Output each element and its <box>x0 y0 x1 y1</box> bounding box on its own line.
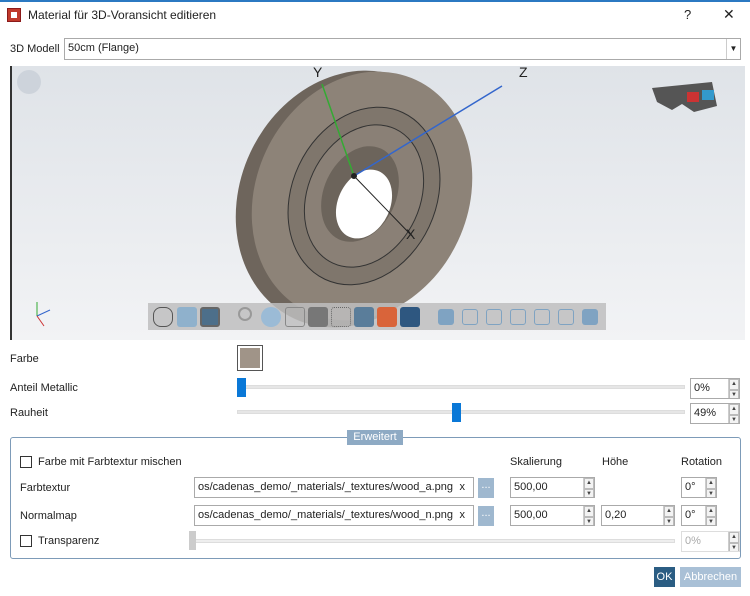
rauheit-spinbox[interactable]: 49% ▲ ▼ <box>690 403 740 424</box>
y-axis <box>321 83 355 177</box>
transparency-checkbox[interactable] <box>20 535 32 547</box>
farbtextur-scale-value: 500,00 <box>514 481 548 493</box>
model-label: 3D Modell <box>10 43 60 55</box>
transparency-value: 0% <box>685 535 701 547</box>
view-front-icon[interactable] <box>438 309 454 325</box>
mix-label: Farbe mit Farbtextur mischen <box>38 456 182 468</box>
rauheit-label: Rauheit <box>10 407 48 419</box>
orientation-triad-icon <box>36 302 51 327</box>
metallic-slider-thumb[interactable] <box>237 378 246 397</box>
animation-icon[interactable] <box>285 307 305 327</box>
cancel-button[interactable]: Abbrechen <box>680 567 741 587</box>
view-toolbar <box>148 303 606 330</box>
flange-model <box>17 70 717 328</box>
3d-glasses-icon[interactable] <box>652 82 717 112</box>
height-header: Höhe <box>602 456 629 468</box>
farbtextur-rotation-value: 0° <box>685 481 696 493</box>
rauheit-value: 49% <box>694 407 717 419</box>
transparency-slider[interactable] <box>190 539 675 543</box>
normalmap-height-value: 0,20 <box>605 509 627 521</box>
mix-checkbox[interactable] <box>20 456 32 468</box>
3d-viewport[interactable]: Y Z X <box>10 64 745 340</box>
chevron-down-icon: ▼ <box>726 39 740 59</box>
view-left-icon[interactable] <box>486 309 502 325</box>
normalmap-path[interactable]: os/cadenas_demo/_materials/_textures/woo… <box>194 505 474 526</box>
farbtextur-path[interactable]: os/cadenas_demo/_materials/_textures/woo… <box>194 477 474 498</box>
rauheit-slider-thumb[interactable] <box>452 403 462 422</box>
advanced-toggle[interactable]: Erweitert <box>347 430 403 445</box>
z-axis-label: Z <box>519 64 528 80</box>
texture-icon[interactable] <box>400 307 420 327</box>
normalmap-rotation-value: 0° <box>685 509 696 521</box>
transparency-label: Transparenz <box>38 535 100 547</box>
normalmap-rotation[interactable]: 0° ▲ ▼ <box>681 505 717 526</box>
normalmap-height[interactable]: 0,20 ▲ ▼ <box>601 505 675 526</box>
transparency-spinbox[interactable]: 0% ▲ ▼ <box>681 531 740 552</box>
farbe-label: Farbe <box>10 353 39 365</box>
metallic-value: 0% <box>694 382 710 394</box>
metallic-label: Anteil Metallic <box>10 382 78 394</box>
view-right-icon[interactable] <box>510 309 526 325</box>
close-button[interactable]: ✕ <box>723 6 735 22</box>
model-select[interactable]: 50cm (Flange) ▼ <box>64 38 741 60</box>
shaded-edges-icon[interactable] <box>200 307 220 327</box>
normalmap-scale-value: 500,00 <box>514 509 548 521</box>
normalmap-scale[interactable]: 500,00 ▲ ▼ <box>510 505 595 526</box>
color-swatch[interactable] <box>237 345 263 371</box>
x-axis-label: X <box>406 226 416 242</box>
x-axis <box>353 175 413 237</box>
browse-farbtextur-button[interactable]: ... <box>478 478 494 498</box>
material-icon[interactable] <box>377 307 397 327</box>
clear-farbtextur-button[interactable]: x <box>459 478 465 497</box>
section-icon[interactable] <box>354 307 374 327</box>
metallic-slider[interactable] <box>237 385 685 389</box>
clear-normalmap-button[interactable]: x <box>459 506 465 525</box>
view-back-icon[interactable] <box>462 309 478 325</box>
app-icon <box>7 8 21 22</box>
shaded-cylinder-icon[interactable] <box>177 307 197 327</box>
y-axis-label: Y <box>313 64 323 80</box>
rotate-view-icon[interactable] <box>261 307 281 327</box>
dimension-icon[interactable] <box>308 307 328 327</box>
z-axis <box>353 85 503 177</box>
farbtextur-rotation[interactable]: 0° ▲ ▼ <box>681 477 717 498</box>
mesh-icon[interactable] <box>331 307 351 327</box>
window-title: Material für 3D-Voransicht editieren <box>28 8 217 22</box>
farbtextur-label: Farbtextur <box>20 482 71 494</box>
help-button[interactable]: ? <box>684 7 692 22</box>
model-value: 50cm (Flange) <box>68 42 139 54</box>
wireframe-cylinder-icon[interactable] <box>153 307 173 327</box>
rotation-header: Rotation <box>681 456 722 468</box>
scale-header: Skalierung <box>510 456 562 468</box>
transparency-slider-thumb[interactable] <box>189 531 196 550</box>
view-top-icon[interactable] <box>534 309 550 325</box>
view-iso-icon[interactable] <box>582 309 598 325</box>
normalmap-path-value: os/cadenas_demo/_materials/_textures/woo… <box>198 509 453 521</box>
farbtextur-scale[interactable]: 500,00 ▲ ▼ <box>510 477 595 498</box>
ok-button[interactable]: OK <box>654 567 675 587</box>
farbtextur-path-value: os/cadenas_demo/_materials/_textures/woo… <box>198 481 453 493</box>
zoom-icon[interactable] <box>238 307 252 321</box>
window-accent <box>0 0 750 2</box>
view-bottom-icon[interactable] <box>558 309 574 325</box>
metallic-spinbox[interactable]: 0% ▲ ▼ <box>690 378 740 399</box>
normalmap-label: Normalmap <box>20 510 77 522</box>
browse-normalmap-button[interactable]: ... <box>478 506 494 526</box>
